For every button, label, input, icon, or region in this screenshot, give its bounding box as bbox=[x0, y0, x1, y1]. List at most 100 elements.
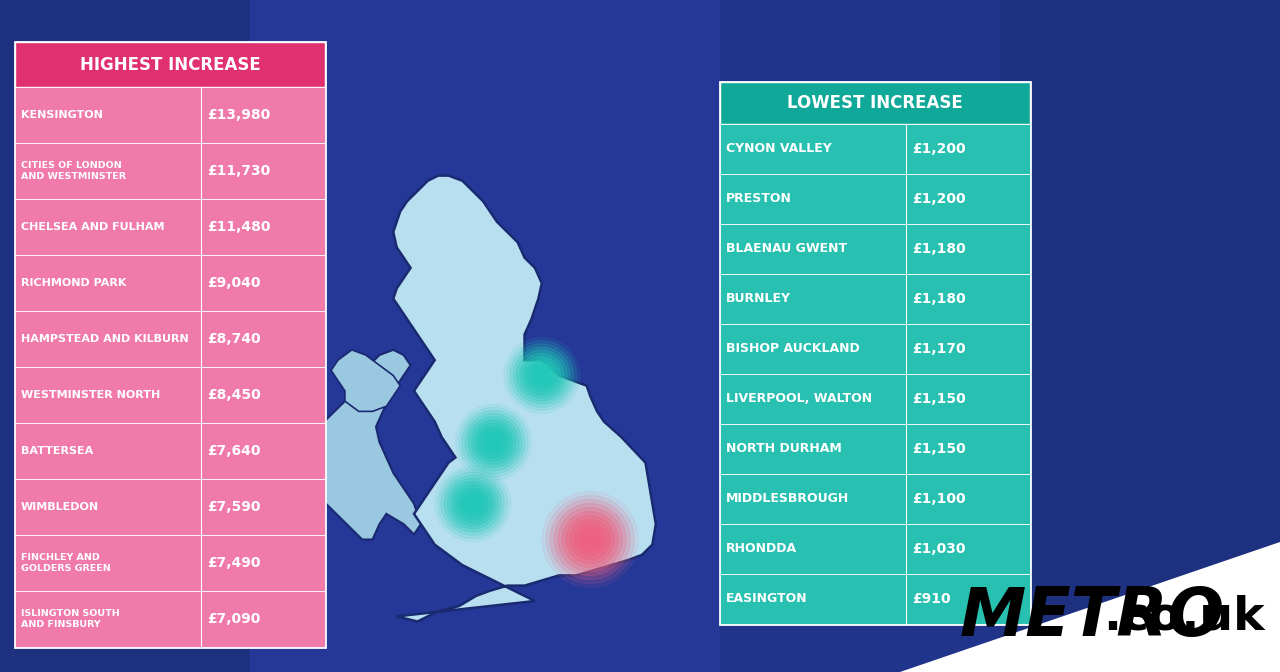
Text: £8,740: £8,740 bbox=[207, 332, 261, 346]
Circle shape bbox=[570, 519, 611, 560]
Bar bbox=[15, 255, 325, 311]
Bar bbox=[15, 143, 325, 199]
Circle shape bbox=[471, 420, 516, 464]
Bar bbox=[719, 524, 1030, 574]
Polygon shape bbox=[307, 350, 421, 540]
Text: HIGHEST INCREASE: HIGHEST INCREASE bbox=[79, 56, 260, 73]
Text: £1,150: £1,150 bbox=[911, 442, 965, 456]
Bar bbox=[250, 0, 719, 672]
Text: £1,150: £1,150 bbox=[911, 392, 965, 406]
Circle shape bbox=[481, 429, 506, 455]
Text: £11,480: £11,480 bbox=[207, 220, 270, 234]
Circle shape bbox=[457, 488, 489, 519]
Bar bbox=[719, 374, 1030, 424]
Text: NORTH DURHAM: NORTH DURHAM bbox=[726, 442, 842, 456]
Circle shape bbox=[520, 353, 564, 398]
Text: £1,180: £1,180 bbox=[911, 242, 965, 256]
Text: £1,200: £1,200 bbox=[911, 142, 965, 156]
Bar bbox=[719, 474, 1030, 524]
Bar bbox=[15, 311, 325, 367]
Bar bbox=[719, 574, 1030, 624]
Text: £11,730: £11,730 bbox=[207, 164, 270, 178]
Text: KENSINGTON: KENSINGTON bbox=[20, 110, 102, 120]
Text: BLAENAU GWENT: BLAENAU GWENT bbox=[726, 243, 847, 255]
Circle shape bbox=[444, 475, 502, 532]
Text: BURNLEY: BURNLEY bbox=[726, 292, 791, 306]
Circle shape bbox=[475, 423, 512, 461]
Bar bbox=[719, 82, 1030, 624]
Bar bbox=[15, 42, 325, 647]
Text: £1,200: £1,200 bbox=[911, 192, 965, 206]
Bar bbox=[15, 423, 325, 479]
Circle shape bbox=[535, 369, 548, 382]
Circle shape bbox=[507, 341, 577, 411]
Polygon shape bbox=[393, 175, 655, 622]
Text: CHELSEA AND FULHAM: CHELSEA AND FULHAM bbox=[20, 222, 165, 232]
Circle shape bbox=[438, 469, 508, 538]
Circle shape bbox=[470, 501, 476, 507]
Text: £1,170: £1,170 bbox=[911, 342, 965, 356]
Bar bbox=[719, 224, 1030, 274]
Text: £1,100: £1,100 bbox=[911, 492, 965, 506]
Circle shape bbox=[550, 499, 630, 579]
Bar bbox=[15, 591, 325, 647]
Text: CYNON VALLEY: CYNON VALLEY bbox=[726, 142, 832, 155]
Circle shape bbox=[460, 491, 485, 516]
Text: BISHOP AUCKLAND: BISHOP AUCKLAND bbox=[726, 343, 860, 355]
Circle shape bbox=[462, 411, 525, 474]
Circle shape bbox=[575, 523, 607, 556]
Circle shape bbox=[451, 481, 495, 526]
Text: £910: £910 bbox=[911, 592, 951, 606]
Circle shape bbox=[488, 435, 499, 448]
Text: BATTERSEA: BATTERSEA bbox=[20, 446, 93, 456]
Bar bbox=[719, 174, 1030, 224]
Bar bbox=[300, 0, 1000, 672]
Text: LIVERPOOL, WALTON: LIVERPOOL, WALTON bbox=[726, 392, 872, 405]
Bar bbox=[15, 367, 325, 423]
Bar bbox=[719, 274, 1030, 324]
Circle shape bbox=[558, 507, 622, 571]
Text: £1,180: £1,180 bbox=[911, 292, 965, 306]
Circle shape bbox=[456, 404, 531, 480]
Bar bbox=[719, 82, 1030, 124]
Text: FINCHLEY AND
GOLDERS GREEN: FINCHLEY AND GOLDERS GREEN bbox=[20, 553, 111, 573]
Text: RICHMOND PARK: RICHMOND PARK bbox=[20, 278, 127, 288]
Circle shape bbox=[586, 536, 594, 544]
Circle shape bbox=[513, 347, 571, 404]
Text: PRESTON: PRESTON bbox=[726, 192, 792, 206]
Text: £7,090: £7,090 bbox=[207, 612, 260, 626]
Circle shape bbox=[477, 426, 509, 458]
Circle shape bbox=[522, 357, 561, 394]
Circle shape bbox=[463, 494, 483, 513]
Circle shape bbox=[529, 363, 554, 388]
Circle shape bbox=[490, 439, 497, 446]
Circle shape bbox=[543, 491, 639, 587]
Text: HAMPSTEAD AND KILBURN: HAMPSTEAD AND KILBURN bbox=[20, 334, 188, 344]
Polygon shape bbox=[750, 542, 1280, 672]
Text: WESTMINSTER NORTH: WESTMINSTER NORTH bbox=[20, 390, 160, 400]
Text: £7,490: £7,490 bbox=[207, 556, 261, 570]
Circle shape bbox=[484, 433, 503, 452]
Circle shape bbox=[468, 417, 518, 468]
Text: MIDDLESBROUGH: MIDDLESBROUGH bbox=[726, 493, 849, 505]
Text: LOWEST INCREASE: LOWEST INCREASE bbox=[787, 94, 963, 112]
Text: METRO: METRO bbox=[960, 584, 1225, 650]
Polygon shape bbox=[332, 350, 401, 411]
Text: CITIES OF LONDON
AND WESTMINSTER: CITIES OF LONDON AND WESTMINSTER bbox=[20, 161, 125, 181]
Circle shape bbox=[579, 528, 602, 552]
Circle shape bbox=[465, 414, 522, 470]
Bar bbox=[15, 42, 325, 87]
Bar bbox=[719, 124, 1030, 174]
Text: EASINGTON: EASINGTON bbox=[726, 593, 808, 605]
Circle shape bbox=[517, 350, 567, 401]
Bar bbox=[15, 87, 325, 143]
Text: ISLINGTON SOUTH
AND FINSBURY: ISLINGTON SOUTH AND FINSBURY bbox=[20, 610, 120, 629]
Circle shape bbox=[511, 344, 573, 407]
Bar bbox=[15, 199, 325, 255]
Circle shape bbox=[442, 472, 504, 536]
Circle shape bbox=[448, 478, 498, 529]
Circle shape bbox=[532, 366, 552, 385]
Circle shape bbox=[466, 497, 479, 510]
Text: RHONDDA: RHONDDA bbox=[726, 542, 797, 556]
Circle shape bbox=[554, 503, 626, 575]
